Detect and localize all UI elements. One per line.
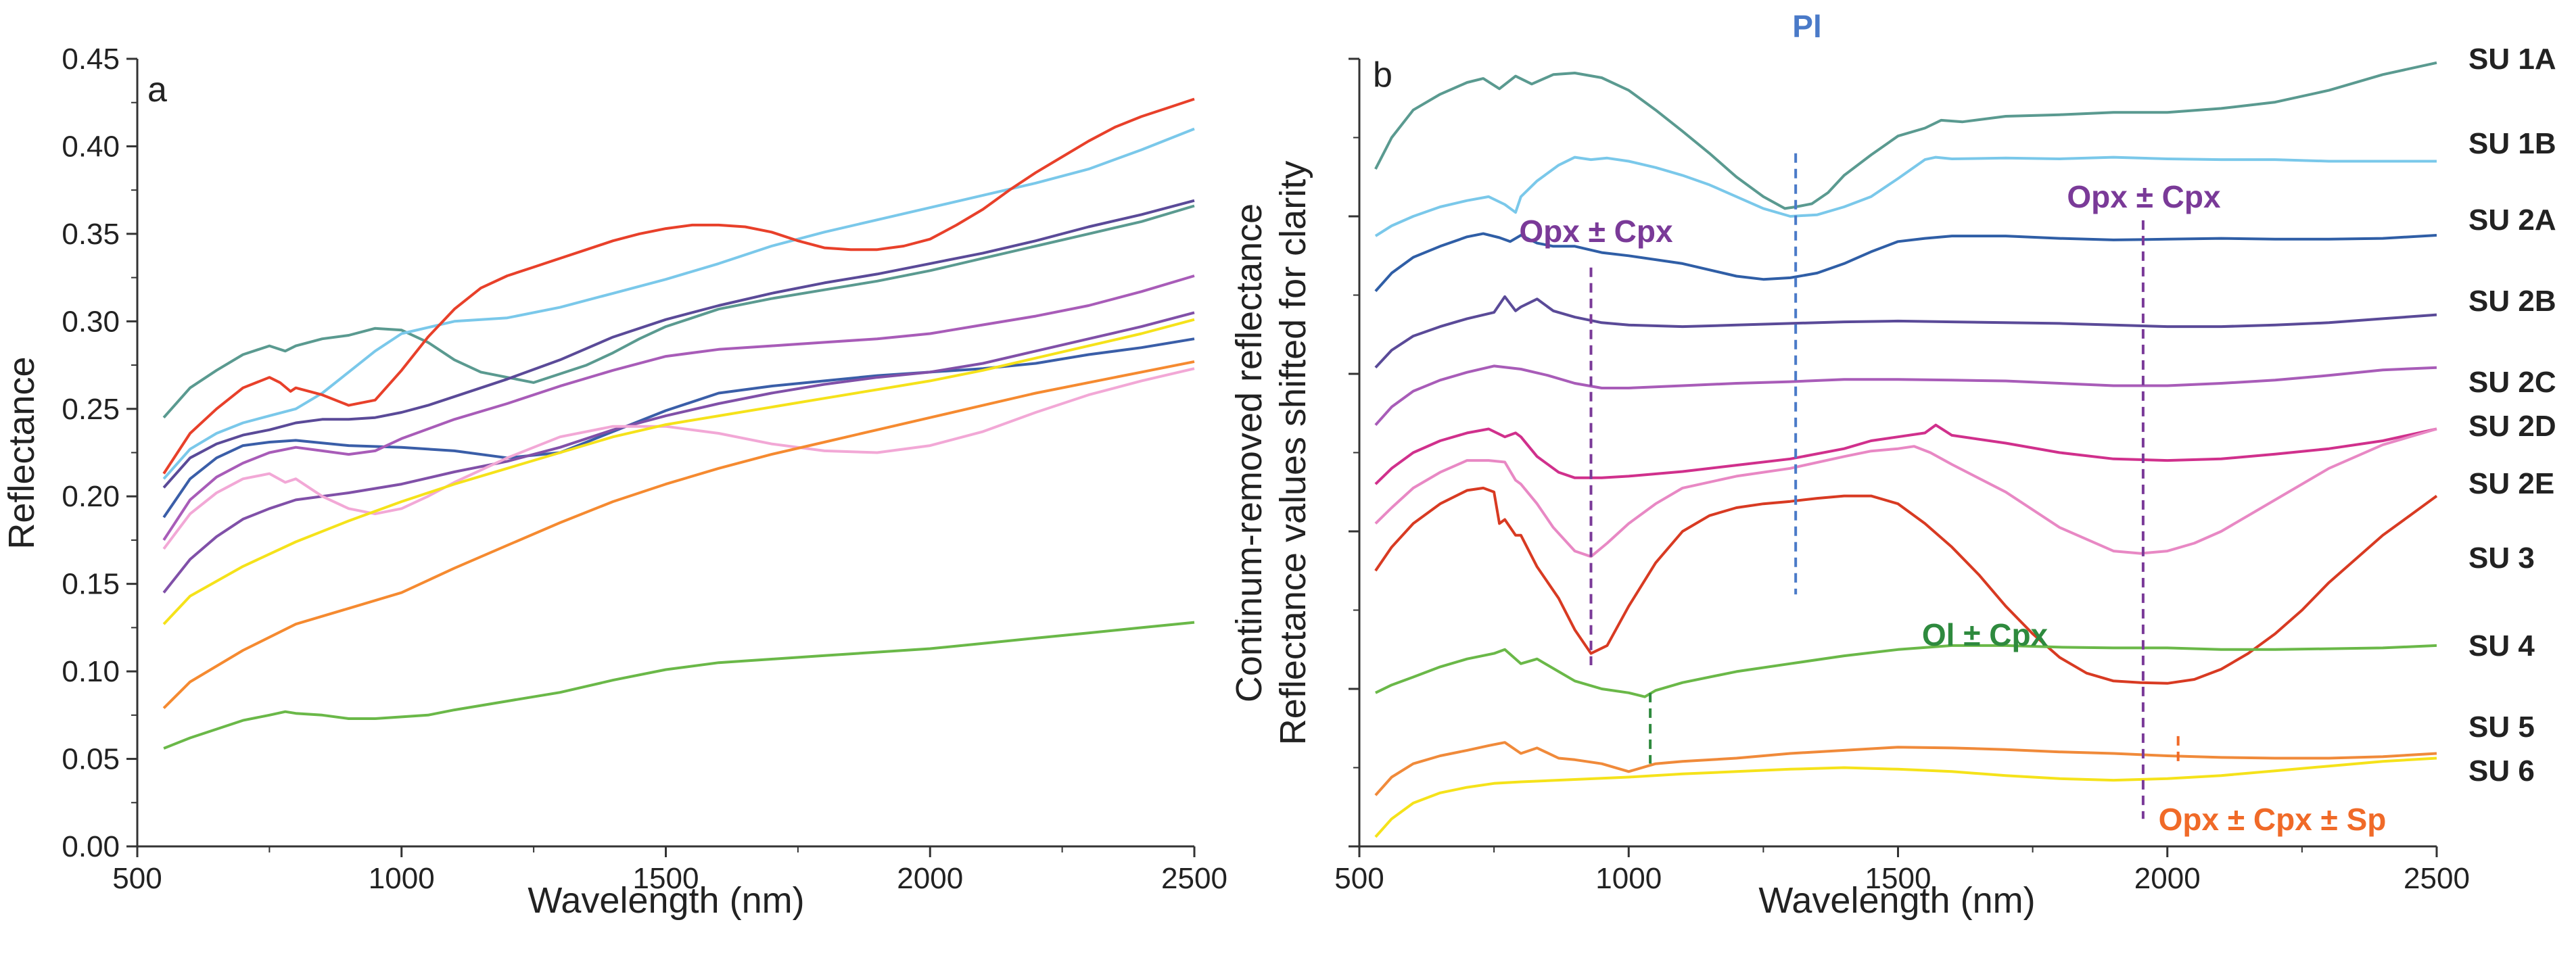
panel-a-ticks: 500 1000 1500 2000 2500 0.00 0.05 0.10 0.15 0.20 0… [62,43,1227,895]
panel-a-y-tick-label: 0.20 [62,480,120,513]
panel-b-x-tick-label: 500 [1334,862,1384,895]
panel-a-line-su-4 [162,318,1195,625]
panel-a-series [162,97,1195,750]
panel-b-line-su-2a [1374,232,2437,293]
panel-a-letter: a [147,70,167,110]
panel-b-label-su-2e: SU 2E [2468,467,2554,500]
panel-b-line-su-4 [1375,644,2437,698]
panel-b-line-su-1a [1374,61,2437,210]
panel-b-y-axis-title-line2: Reflectance values shifted for clarity [1273,161,1313,745]
panel-b-line-su-1b [1374,155,2437,237]
panel-a-y-tick-label: 0.45 [62,43,120,76]
panel-a-y-tick-label: 0.10 [62,655,120,688]
panel-b-line-su-6 [1374,756,2437,838]
panel-a-y-tick-label: 0.40 [62,130,120,163]
panel-a-line-su-2e [162,367,1195,550]
panel-a-chart: 500 1000 1500 2000 2500 0.00 0.05 0.10 0.15 0.20 0… [1,43,1227,921]
panel-a-x-tick-label: 1000 [369,862,435,895]
panel-a-y-tick-label: 0.30 [62,305,120,338]
panel-b-annotation-label-ol-cpx: Ol ± Cpx [1922,617,2048,652]
panel-b-annotations: Pl Opx ± Cpx Opx ± Cpx Ol ± Cpx Opx ± Cpx ± … [1519,9,2386,837]
panel-b-letter: b [1373,55,1392,95]
panel-b-label-su-5: SU 5 [2468,711,2535,744]
panel-b-annotation-label-opx-cpx-sp: Opx ± Cpx ± Sp [2159,802,2387,837]
panel-b-label-su-4: SU 4 [2468,629,2535,663]
panel-b-line-su-2e [1374,427,2437,558]
panel-a-y-tick-label: 0.35 [62,218,120,251]
panel-a-y-tick-label: 0.25 [62,393,120,426]
panel-b-line-su-3 [1374,486,2438,685]
panel-a-line-su-5 [163,621,1195,750]
panel-b-label-su-3: SU 3 [2468,542,2535,575]
panel-b-series [1374,61,2438,838]
panel-b-line-su-2d [1374,423,2437,485]
panel-a-line-su-1a [162,204,1195,419]
panel-a-y-tick-label: 0.15 [62,568,120,601]
panel-b-line-su-2c [1374,364,2437,427]
panel-b-chart: Pl Opx ± Cpx Opx ± Cpx Ol ± Cpx Opx ± Cpx ± … [1229,9,2556,921]
panel-b-line-su-5 [1374,741,2437,796]
panel-a-x-tick-label: 2000 [897,862,963,895]
panel-b-x-tick-label: 2000 [2134,862,2201,895]
panel-b-label-su-6: SU 6 [2468,754,2535,788]
panel-b-label-su-2d: SU 2D [2468,410,2556,443]
panel-a-line-su-2c [162,274,1195,541]
panel-b-x-tick-label: 2500 [2404,862,2470,895]
panel-a-x-tick-label: 500 [112,862,162,895]
panel-b-label-su-2b: SU 2B [2468,285,2556,318]
panel-b-label-su-2a: SU 2A [2468,203,2556,237]
panel-a-x-tick-label: 1500 [633,862,699,895]
panel-a-x-tick-label: 2500 [1161,862,1227,895]
panel-b-x-tick-label: 1500 [1865,862,1931,895]
panel-a-line-su-2b [162,199,1195,489]
panel-a-y-axis-title: Reflectance [1,356,42,549]
panel-a-line-su-2d [162,311,1195,594]
panel-a-line-su-1b [162,127,1195,480]
panel-a-x-axis-title: Wavelength (nm) [528,880,804,921]
panel-b-series-labels: SU 1A SU 1B SU 2A SU 2B SU 2C SU 2D SU 2E SU 3 S… [2468,43,2556,788]
panel-b-ticks: 500 1000 1500 2000 2500 [1334,57,2470,895]
panel-a-y-tick-label: 0.00 [62,830,120,863]
panel-b-annotation-label-opx-cpx: Opx ± Cpx [1519,214,1673,249]
panel-b-label-su-1b: SU 1B [2468,127,2556,160]
panel-b-annotation-label-pl: Pl [1792,9,1821,44]
panel-b-label-su-2c: SU 2C [2468,366,2556,399]
panel-a-line-su-3 [162,97,1195,475]
panel-b-y-axis-title-line1: Continum-removed reflectance [1229,203,1269,702]
panel-b-annotation-label-opx-cpx: Opx ± Cpx [2067,179,2221,214]
panel-b-x-tick-label: 1000 [1595,862,1662,895]
panel-a-y-tick-label: 0.05 [62,743,120,776]
panel-b-line-su-2b [1374,295,2437,369]
panel-b-label-su-1a: SU 1A [2468,43,2556,76]
panel-a-line-su-6 [162,360,1195,709]
panel-b-x-axis-title: Wavelength (nm) [1758,880,2035,921]
